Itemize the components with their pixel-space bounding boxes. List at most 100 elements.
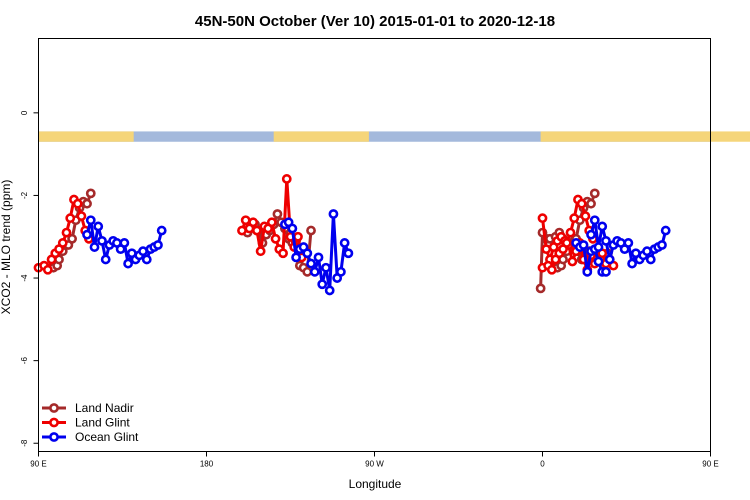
y-tick-label: -6	[20, 357, 29, 365]
legend-swatch-marker	[49, 432, 59, 442]
land-glint-point	[266, 217, 277, 228]
ocean-glint-point	[138, 246, 148, 257]
legend-label: Land Glint	[75, 416, 130, 430]
ocean-glint-wrap-point	[623, 238, 634, 248]
ocean-glint-point	[302, 248, 313, 259]
land-glint-point	[61, 227, 72, 238]
y-tick-label: -2	[20, 191, 29, 199]
land-nadir-point	[302, 266, 313, 277]
land-nadir-point	[272, 209, 283, 219]
ocean-glint-wrap-point	[642, 246, 652, 257]
ocean-glint-point	[593, 256, 604, 267]
ocean-glint-point	[601, 266, 611, 277]
ocean-glint-wrap-point	[660, 225, 671, 236]
land-nadir-wrap-point	[586, 198, 596, 209]
ocean-glint-point	[153, 240, 163, 250]
y-axis-label: XCO2 - MLO trend (ppm)	[0, 180, 13, 315]
ocean-glint-point	[82, 229, 92, 240]
land-glint-wrap-point	[576, 198, 587, 209]
land-glint-point	[281, 174, 292, 184]
land-glint-point	[240, 215, 251, 226]
ocean-glint-point	[317, 279, 328, 290]
land-glint-point	[293, 231, 303, 242]
ocean-glint-wrap-point	[589, 215, 600, 226]
land-glint-point	[76, 211, 87, 221]
y-tick-label: 0	[20, 110, 29, 115]
land-glint-wrap-point	[569, 213, 580, 224]
ocean-glint-point	[582, 266, 593, 277]
y-tick-label: -4	[20, 274, 29, 282]
x-tick-label: 180	[200, 460, 214, 469]
ocean-glint-series	[279, 209, 354, 296]
y-axis: 0 -2 -4 -6 -8	[20, 110, 39, 447]
land-glint-wrap-series	[537, 194, 598, 275]
land-glint-point	[537, 213, 548, 224]
legend-item-land-nadir: Land Nadir	[42, 401, 134, 415]
ocean-glint-point	[324, 285, 335, 296]
land-nadir-point	[82, 198, 92, 209]
land-nadir-point	[67, 233, 77, 244]
land-glint-wrap-point	[565, 227, 576, 238]
ocean-glint-point	[156, 225, 167, 236]
x-axis: 90 E 180 90 W 0 90 E	[30, 451, 719, 469]
land-nadir-point	[85, 188, 96, 199]
ocean-glint-wrap-point	[593, 242, 604, 252]
land-ocean-strip	[38, 131, 750, 142]
land-glint-point	[57, 238, 68, 248]
land-glint-point	[251, 225, 262, 236]
land-nadir-wrap-point	[589, 188, 600, 199]
land-nadir-point	[306, 225, 316, 236]
land-glint-wrap-point	[546, 264, 557, 275]
land-band	[38, 131, 134, 142]
ocean-glint-wrap-point	[597, 221, 608, 232]
legend-swatch-marker	[49, 403, 59, 413]
ocean-glint-wrap-point	[645, 254, 656, 265]
land-glint-point	[278, 248, 288, 259]
ocean-glint-point	[328, 209, 339, 219]
legend-item-land-glint: Land Glint	[42, 416, 130, 430]
x-tick-label: 0	[540, 460, 545, 469]
land-glint-wrap-point	[580, 211, 591, 221]
x-tick-label: 90 E	[30, 460, 46, 469]
ocean-glint-point	[578, 240, 589, 250]
ocean-glint-point	[85, 215, 96, 226]
ocean-glint-point	[100, 254, 111, 265]
land-glint-point	[65, 213, 76, 224]
land-glint-point	[255, 246, 266, 257]
legend-label: Ocean Glint	[75, 430, 139, 444]
ocean-glint-point	[141, 254, 152, 265]
ocean-glint-point	[287, 223, 298, 234]
chart-title: 45N-50N October (Ver 10) 2015-01-01 to 2…	[195, 13, 555, 30]
land-glint-point	[248, 217, 259, 228]
land-glint-point	[270, 233, 281, 244]
legend-item-ocean-glint: Ocean Glint	[42, 430, 139, 444]
ocean-glint-point	[339, 238, 350, 248]
x-tick-label: 90 W	[365, 460, 384, 469]
ocean-band	[38, 131, 711, 142]
ocean-glint-point	[335, 266, 346, 277]
ocean-glint-point	[123, 258, 134, 269]
legend-swatch-marker	[49, 417, 59, 428]
land-glint-point	[237, 225, 247, 236]
ocean-glint-wrap-series	[586, 215, 671, 269]
land-glint-point	[541, 244, 552, 255]
ocean-glint-wrap-point	[657, 240, 667, 250]
land-glint-point	[567, 256, 578, 267]
series-layer	[33, 174, 671, 296]
ocean-glint-point	[291, 252, 301, 263]
ocean-glint-wrap-point	[601, 235, 611, 246]
ocean-glint-wrap-point	[627, 258, 637, 269]
legend-label: Land Nadir	[75, 401, 134, 415]
land-glint-wrap-point	[561, 238, 572, 248]
land-nadir-point	[535, 283, 546, 294]
ocean-glint-series	[82, 215, 167, 269]
ocean-glint-point	[119, 238, 130, 248]
land-glint-point	[72, 198, 83, 209]
ocean-glint-point	[89, 242, 100, 252]
ocean-glint-point	[343, 248, 354, 259]
ocean-glint-point	[306, 258, 316, 269]
ocean-glint-point	[313, 252, 324, 263]
land-band	[273, 131, 369, 142]
ocean-glint-wrap-point	[604, 254, 615, 265]
